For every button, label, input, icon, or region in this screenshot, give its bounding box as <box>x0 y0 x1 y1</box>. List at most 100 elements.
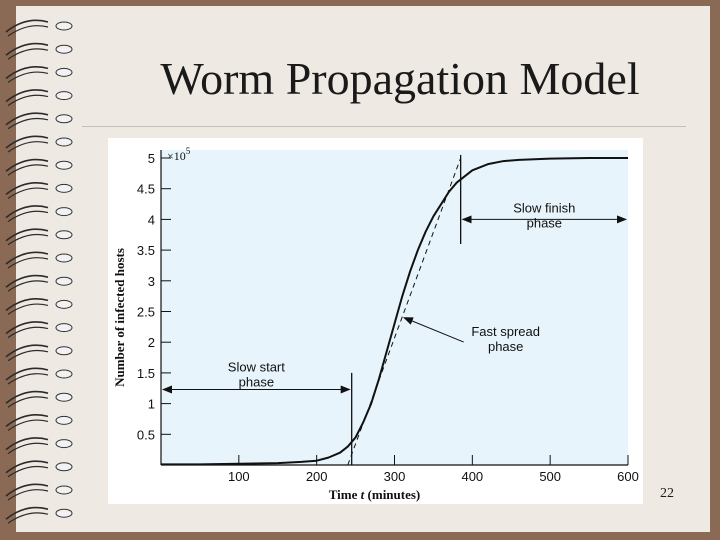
y-tick-label: 2.5 <box>137 305 155 320</box>
spiral-wire <box>5 297 49 312</box>
spiral-wire <box>5 42 49 56</box>
binding-hole <box>55 462 73 472</box>
spiral-wire <box>7 512 49 524</box>
x-axis-label: Time t (minutes) <box>329 487 421 502</box>
slide-title: Worm Propagation Model <box>160 53 640 104</box>
binding-hole <box>55 508 73 518</box>
x-axis-label-var: t <box>361 487 365 502</box>
spiral-wire <box>5 274 49 288</box>
spiral-wire <box>7 442 49 455</box>
infected-hosts-curve <box>161 157 628 466</box>
binding-hole <box>55 67 73 77</box>
slow-start-label-line1: Slow start <box>228 359 285 374</box>
spiral-wire <box>5 89 49 103</box>
binding-hole <box>55 253 73 263</box>
binding-hole <box>55 44 73 54</box>
spiral-wire <box>7 280 49 292</box>
x-tick-label: 100 <box>228 469 250 484</box>
binding-hole <box>55 392 73 402</box>
slow-finish-label: Slow finish phase <box>513 200 575 230</box>
plot-area <box>161 150 628 465</box>
title-divider <box>82 126 686 127</box>
y-multiplier-base: ×10 <box>167 149 186 163</box>
spiral-wire <box>7 465 49 478</box>
binding-hole <box>55 369 73 379</box>
y-tick-label: 4.5 <box>137 182 155 197</box>
spiral-wire <box>7 71 49 83</box>
y-tick-label: 3.5 <box>137 243 155 258</box>
spiral-wire <box>7 489 49 501</box>
spiral-wire <box>7 326 49 339</box>
spiral-wire <box>5 483 49 497</box>
y-axis-label: Number of infected hosts <box>112 248 127 387</box>
x-tick-label: 200 <box>306 469 328 484</box>
spiral-wire <box>5 437 49 451</box>
spiral-wire <box>7 303 49 315</box>
binding-hole <box>55 160 73 170</box>
binding-hole <box>55 21 73 31</box>
y-tick-label: 3 <box>148 274 155 289</box>
spiral-wire <box>7 396 49 408</box>
spiral-wire <box>5 19 49 33</box>
spiral-wire <box>5 228 49 242</box>
binding-hole <box>55 485 73 495</box>
spiral-binding <box>5 19 73 524</box>
spiral-wire <box>5 205 49 219</box>
y-tick-label: 4 <box>148 212 155 227</box>
binding-hole <box>55 230 73 240</box>
spiral-wire <box>5 506 49 520</box>
binding-hole <box>55 114 73 124</box>
spiral-wire <box>5 135 49 149</box>
spiral-wire <box>5 112 49 126</box>
fast-spread-label-line1: Fast spread <box>471 324 540 339</box>
x-axis-label-suffix: (minutes) <box>364 487 420 502</box>
spiral-wire <box>5 251 49 265</box>
x-tick-label: 300 <box>384 469 406 484</box>
y-tick-label: 1 <box>148 397 155 412</box>
binding-hole <box>55 323 73 333</box>
binding-hole <box>55 299 73 309</box>
worm-propagation-chart: 100 200 300 400 500 600 0.5 1 1.5 2 2.5 3 3.5 4 4.5 5 S… <box>112 146 639 502</box>
spiral-wire <box>5 390 49 404</box>
y-tick-label: 2 <box>148 335 155 350</box>
fast-spread-label-line2: phase <box>488 339 523 354</box>
y-axis-multiplier: ×105 <box>167 146 191 163</box>
binding-hole <box>55 137 73 147</box>
chart-panel: 100 200 300 400 500 600 0.5 1 1.5 2 2.5 3 3.5 4 4.5 5 S… <box>108 138 643 504</box>
binding-hole <box>55 207 73 217</box>
binding-hole <box>55 91 73 101</box>
spiral-wire <box>7 419 49 431</box>
spiral-wire <box>5 181 49 196</box>
x-tick-label: 500 <box>539 469 561 484</box>
binding-hole <box>55 415 73 425</box>
slow-start-label-line2: phase <box>239 374 274 389</box>
spiral-wire <box>7 25 49 37</box>
spiral-wire <box>7 373 49 385</box>
y-tick-label: 1.5 <box>137 366 155 381</box>
spiral-wire <box>7 94 49 107</box>
binding-hole <box>55 346 73 356</box>
spiral-wire <box>7 48 49 60</box>
spiral-wire <box>7 141 49 153</box>
spiral-wire <box>5 321 49 335</box>
y-multiplier-exponent: 5 <box>186 146 191 156</box>
fast-spread-pointer-arrow <box>403 317 464 343</box>
spiral-wire <box>7 187 49 199</box>
slide-number: 22 <box>660 486 674 501</box>
spiral-wire <box>7 210 49 223</box>
linear-approximation-line <box>347 157 462 466</box>
x-tick-label: 400 <box>461 469 483 484</box>
spiral-wire <box>7 257 49 269</box>
slow-finish-label-line1: Slow finish <box>513 200 575 215</box>
spiral-wire <box>5 344 49 358</box>
spiral-wire <box>5 413 49 428</box>
slow-finish-label-line2: phase <box>527 215 562 230</box>
fast-spread-label: Fast spread phase <box>471 324 540 354</box>
y-tick-label: 5 <box>148 151 155 166</box>
spiral-wire <box>7 233 49 246</box>
spiral-wire <box>7 164 49 176</box>
binding-hole <box>55 439 73 449</box>
spiral-wire <box>7 349 49 362</box>
x-axis-label-prefix: Time <box>329 487 361 502</box>
spiral-wire <box>5 65 49 80</box>
